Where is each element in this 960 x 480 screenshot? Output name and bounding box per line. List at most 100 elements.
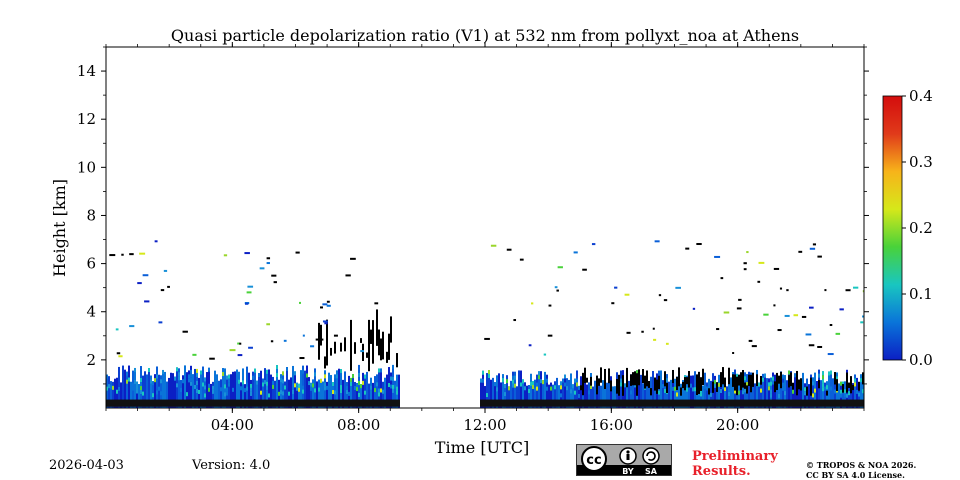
heatmap-cell: [376, 382, 378, 387]
heatmap-cell-cloud: [370, 329, 372, 344]
heatmap-cell-aerosol: [384, 377, 386, 408]
heatmap-cell: [190, 377, 192, 382]
heatmap-cell: [482, 378, 484, 383]
heatmap-cell-aerosol: [642, 383, 644, 408]
heatmap-cell-aerosol: [760, 384, 762, 408]
heatmap-speckle: [624, 293, 630, 296]
heatmap-cell-surface: [142, 399, 144, 407]
heatmap-cell: [202, 382, 204, 387]
heatmap-cell-surface: [160, 399, 162, 407]
heatmap-cell: [772, 380, 774, 385]
heatmap-cell: [634, 383, 636, 388]
heatmap-cell: [590, 385, 592, 390]
heatmap-cell-surface: [248, 399, 250, 407]
heatmap-speckle: [118, 355, 123, 358]
heatmap-cell-aerosol: [554, 381, 556, 408]
heatmap-cell: [666, 378, 668, 383]
heatmap-cell-surface: [206, 399, 208, 407]
heatmap-cell-aerosol: [174, 376, 176, 408]
heatmap-cell-aerosol: [496, 375, 498, 408]
heatmap-speckle: [167, 285, 170, 288]
heatmap-cell-surface: [508, 399, 510, 407]
heatmap-speckle: [763, 313, 769, 316]
heatmap-cell: [840, 389, 842, 394]
heatmap-cell: [292, 389, 294, 394]
heatmap-cell: [140, 378, 142, 383]
heatmap-cell-surface: [164, 399, 166, 407]
heatmap-cell-aerosol: [538, 371, 540, 408]
heatmap-cell-cloud: [390, 316, 392, 343]
heatmap-cell-surface: [604, 399, 606, 407]
heatmap-cell: [244, 388, 246, 393]
heatmap-cell-cloud: [376, 309, 378, 346]
heatmap-speckle: [665, 342, 669, 345]
heatmap-cell-surface: [666, 399, 668, 407]
heatmap-cell-aerosol: [312, 379, 314, 408]
heatmap-cell-aerosol: [788, 370, 790, 408]
heatmap-cell: [324, 370, 326, 375]
heatmap-cell-surface: [318, 399, 320, 407]
heatmap-cell-surface: [224, 399, 226, 407]
heatmap-cell-aerosol: [522, 379, 524, 408]
attribution-icon-body: [626, 454, 630, 460]
heatmap-cell-aerosol: [604, 377, 606, 408]
heatmap-cell-surface: [556, 399, 558, 407]
heatmap-cell-aerosol: [626, 370, 628, 408]
heatmap-cell: [262, 382, 264, 387]
heatmap-cell-surface: [310, 399, 312, 407]
heatmap-cell-surface: [848, 399, 850, 407]
heatmap-cell-aerosol: [204, 377, 206, 408]
heatmap-cell-surface: [606, 399, 608, 407]
heatmap-cell: [504, 384, 506, 389]
heatmap-cell-surface: [306, 399, 308, 407]
heatmap-cell-surface: [804, 399, 806, 407]
heatmap-cell-surface: [200, 399, 202, 407]
heatmap-cell-surface: [582, 399, 584, 407]
heatmap-cell: [690, 383, 692, 388]
heatmap-speckle: [360, 350, 364, 353]
footer-date: 2026-04-03: [49, 458, 124, 473]
heatmap-cell-surface: [138, 399, 140, 407]
heatmap-cell-surface: [700, 399, 702, 407]
heatmap-cell-aerosol: [178, 368, 180, 408]
heatmap-cell-surface: [112, 399, 114, 407]
heatmap-cell-surface: [398, 399, 400, 407]
heatmap-cell-surface: [288, 399, 290, 407]
heatmap-speckle: [345, 274, 351, 277]
heatmap-cell: [856, 389, 858, 394]
heatmap-cell-surface: [296, 399, 298, 407]
heatmap-cell-cloud: [680, 387, 682, 396]
heatmap-cell: [560, 385, 562, 390]
heatmap-cell-surface: [202, 399, 204, 407]
heatmap-cell-aerosol: [798, 386, 800, 408]
heatmap-cell-surface: [506, 399, 508, 407]
heatmap-cell: [770, 377, 772, 382]
heatmap-cell: [812, 377, 814, 382]
heatmap-cell-surface: [532, 399, 534, 407]
heatmap-speckle: [237, 342, 241, 345]
heatmap-cell-aerosol: [594, 380, 596, 408]
heatmap-cell: [116, 389, 118, 394]
heatmap-cell-cloud: [752, 372, 754, 387]
heatmap-cell-surface: [530, 399, 532, 407]
x-tick-label: 12:00: [463, 416, 506, 434]
heatmap-cell-cloud: [696, 374, 698, 395]
heatmap-cell: [772, 376, 774, 381]
heatmap-cell-surface: [498, 399, 500, 407]
heatmap-cell-surface: [648, 399, 650, 407]
heatmap-cell-surface: [738, 399, 740, 407]
heatmap-cell-surface: [356, 399, 358, 407]
heatmap-cell-surface: [624, 399, 626, 407]
heatmap-cell-aerosol: [310, 382, 312, 408]
heatmap-cell-surface: [368, 399, 370, 407]
heatmap-cell-surface: [196, 399, 198, 407]
heatmap-cell-aerosol: [206, 372, 208, 408]
heatmap-cell-cloud: [386, 351, 388, 363]
heatmap-cell: [190, 381, 192, 386]
heatmap-cell-aerosol: [600, 385, 602, 408]
heatmap-cell-surface: [608, 399, 610, 407]
license-badge[interactable]: cc BY SA: [576, 444, 672, 476]
heatmap-cell-aerosol: [236, 369, 238, 408]
heatmap-cell-aerosol: [546, 374, 548, 408]
heatmap-cell-surface: [304, 399, 306, 407]
